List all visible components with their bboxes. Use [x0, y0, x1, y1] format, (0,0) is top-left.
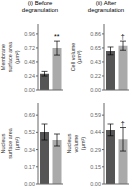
svg-text:Cell volume(μm³): Cell volume(μm³): [70, 43, 83, 72]
svg-text:†: †: [121, 33, 124, 40]
svg-text:0.00: 0.00: [24, 181, 35, 187]
svg-text:0.00: 0.00: [24, 87, 35, 93]
svg-text:0.43: 0.43: [90, 59, 101, 65]
svg-text:0.24: 0.24: [24, 73, 35, 79]
svg-text:Nucleussurface area(μm²): Nucleussurface area(μm²): [8, 127, 20, 159]
svg-text:0.69: 0.69: [24, 112, 35, 118]
svg-text:0.96: 0.96: [24, 31, 35, 37]
svg-text:0.00: 0.00: [90, 87, 101, 93]
svg-text:†: †: [121, 120, 124, 127]
svg-text:0.17: 0.17: [24, 164, 35, 170]
svg-text:0.00: 0.00: [90, 181, 101, 187]
svg-text:0.15: 0.15: [90, 164, 101, 170]
svg-text:0.44: 0.44: [90, 129, 101, 135]
svg-text:0.59: 0.59: [90, 112, 101, 118]
svg-text:Nucleusvolume(μm³): Nucleusvolume(μm³): [66, 133, 85, 153]
svg-text:0.86: 0.86: [90, 31, 101, 37]
svg-text:Membranesurface area(μm²): Membranesurface area(μm²): [8, 41, 20, 73]
svg-text:0.34: 0.34: [24, 147, 35, 153]
html-text:(ii) After degranulation: (ii) After degranulation: [87, 0, 125, 13]
svg-text:0.65: 0.65: [90, 45, 101, 51]
svg-text:0.52: 0.52: [24, 129, 35, 135]
svg-text:0.72: 0.72: [24, 45, 35, 51]
svg-text:0.29: 0.29: [90, 147, 101, 153]
svg-text:0.48: 0.48: [24, 59, 35, 65]
html-text:(i) Before degranulation: (i) Before degranulation: [21, 0, 59, 13]
svg-text:**: **: [54, 33, 60, 40]
svg-text:0.22: 0.22: [90, 73, 101, 79]
html-text:Nucleus: Nucleus: [0, 133, 7, 154]
